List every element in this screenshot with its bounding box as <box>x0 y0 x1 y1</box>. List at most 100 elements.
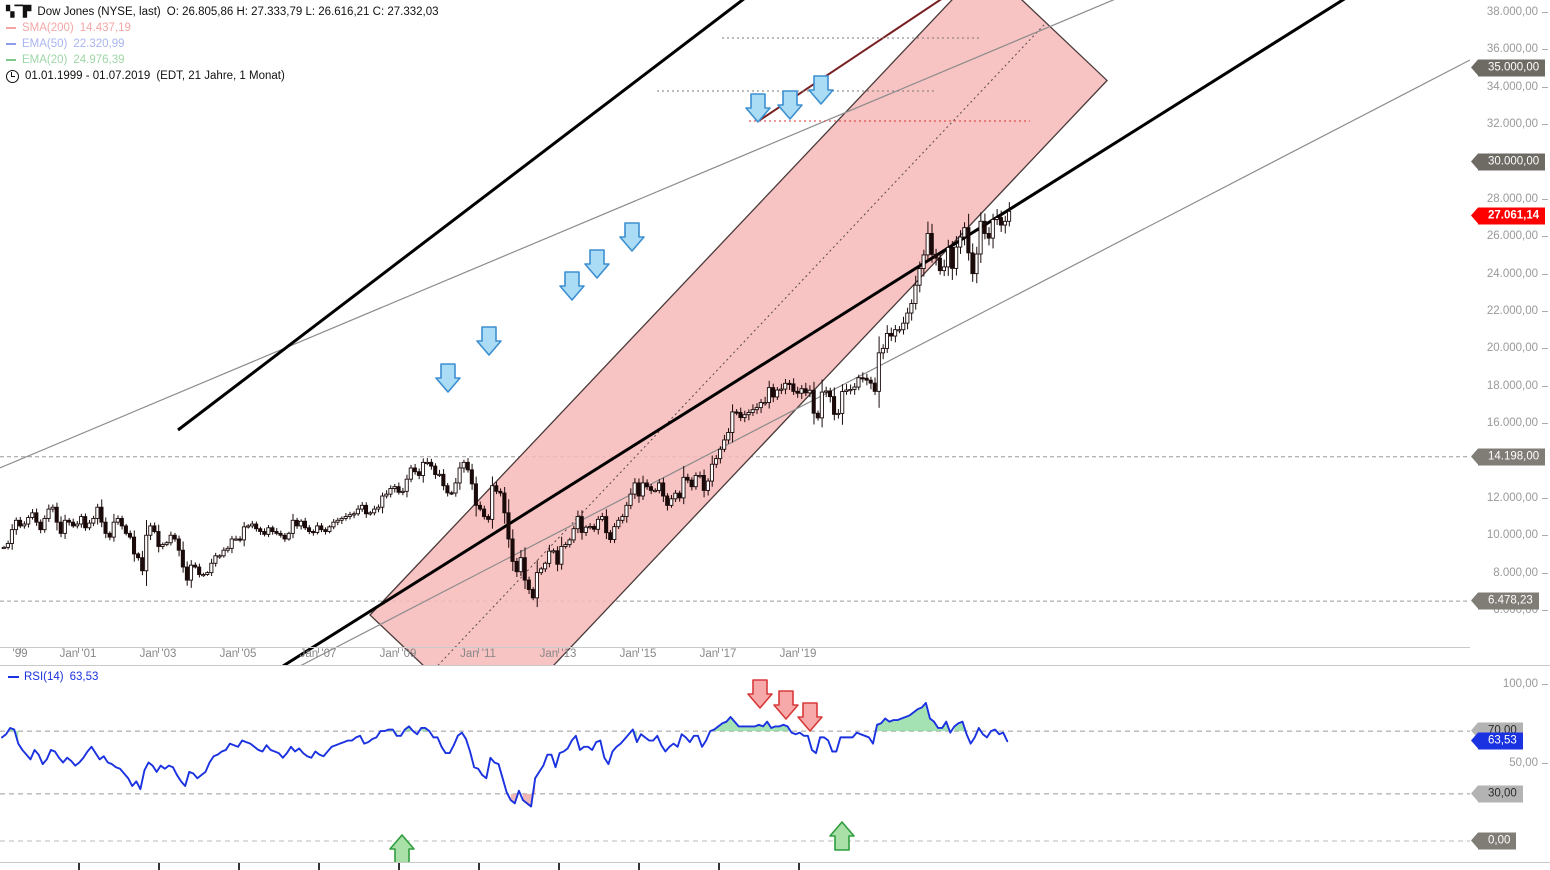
price-scale-axis[interactable]: 38.000,00 36.000,00 34.000,00 32.000,00 28.0… <box>1470 0 1550 666</box>
price-axis-tick <box>1542 273 1548 275</box>
price-axis-tick <box>1542 610 1548 611</box>
ohlc-values: O: 26.805,86 H: 27.333,79 L: 26.616,21 C… <box>166 6 439 18</box>
x-axis-tick <box>798 648 799 653</box>
rsi-chart-canvas <box>0 679 1470 863</box>
instrument-title: Dow Jones (NYSE, last) <box>37 6 161 18</box>
price-axis-label: 20.000,00 <box>1486 342 1538 355</box>
x-axis-tick <box>20 648 21 653</box>
x-axis-label: Jan '19 <box>779 648 817 660</box>
price-tag[interactable]: 14.198,00 <box>1470 448 1546 466</box>
sma200-label: SMA(200) <box>22 22 74 34</box>
bottom-axis-tick <box>238 863 240 870</box>
ema20-label: EMA(20) <box>22 54 68 66</box>
clock-icon <box>6 69 19 83</box>
legend-ema50[interactable]: EMA(50) 22.320,99 <box>6 36 445 52</box>
bottom-axis-tick <box>718 863 720 870</box>
price-axis-tick <box>1542 198 1548 200</box>
rsi-axis-label: 50,00 <box>1509 756 1538 769</box>
price-axis-tick <box>1542 535 1548 537</box>
price-axis-tick <box>1542 423 1548 425</box>
x-axis-label: Jan '01 <box>59 648 97 660</box>
price-axis-tick <box>1542 348 1548 350</box>
rsi-axis-tick <box>1542 684 1548 685</box>
bottom-axis-tick <box>398 863 400 870</box>
bottom-axis-tick <box>478 863 480 870</box>
price-axis-label: 34.000,00 <box>1486 80 1538 93</box>
session-info-text: (EDT, 21 Jahre, 1 Monat) <box>156 70 285 82</box>
candlestick-icon: ▚▔▛ <box>6 6 32 18</box>
price-tag[interactable]: 35.000,00 <box>1470 59 1546 77</box>
x-axis-label: '99 <box>12 648 28 660</box>
rsi-axis-tick <box>1542 762 1548 764</box>
bottom-axis-tick <box>78 863 80 870</box>
price-chart-pane[interactable] <box>0 0 1470 666</box>
ema50-color-swatch <box>6 43 16 45</box>
rsi-tag[interactable]: 63,53 <box>1471 732 1523 750</box>
bottom-axis-tick <box>318 863 320 870</box>
legend-main-row[interactable]: ▚▔▛ Dow Jones (NYSE, last) O: 26.805,86 … <box>6 4 445 20</box>
bottom-axis-tick <box>798 863 800 870</box>
x-axis-tick <box>558 648 559 653</box>
x-axis-label: Jan '13 <box>539 648 577 660</box>
rsi-axis-label: 100,00 <box>1502 678 1538 690</box>
sma200-value: 14.437,19 <box>79 22 131 34</box>
pane-separator <box>0 665 1550 666</box>
rsi-tag[interactable]: 0,00 <box>1470 832 1517 850</box>
price-axis-tick <box>1542 86 1548 88</box>
rsi-scale-axis[interactable]: 100,00 50,00 70,00 63,53 30,00 0,00 <box>1470 667 1550 863</box>
price-axis-tick <box>1542 124 1548 126</box>
rsi-tag[interactable]: 30,00 <box>1471 785 1523 803</box>
rsi-label: RSI(14) <box>24 671 64 683</box>
bottom-axis-line <box>0 862 1550 863</box>
price-axis-label: 16.000,00 <box>1486 417 1538 430</box>
x-axis-tick <box>478 648 479 653</box>
x-axis-tick <box>398 648 399 653</box>
price-axis-label: 36.000,00 <box>1486 43 1538 56</box>
legend-sma200[interactable]: SMA(200) 14.437,19 <box>6 20 445 36</box>
sma200-color-swatch <box>6 27 16 29</box>
rsi-color-swatch <box>8 675 19 679</box>
legend-ema20[interactable]: EMA(20) 24.976,39 <box>6 52 445 68</box>
price-axis-tick <box>1542 497 1548 499</box>
price-tag[interactable]: 6.478,23 <box>1471 592 1539 610</box>
rsi-legend[interactable]: RSI(14) 63,53 <box>8 671 98 683</box>
ema50-label: EMA(50) <box>22 38 68 50</box>
x-axis-label: Jan '17 <box>699 648 737 660</box>
x-axis-label: Jan '03 <box>139 648 177 660</box>
bottom-axis-tick <box>558 863 560 870</box>
price-tag[interactable]: 27.061,14 <box>1470 207 1546 225</box>
price-axis-label: 24.000,00 <box>1486 267 1538 280</box>
bottom-axis-tick <box>638 863 640 870</box>
legend-date-range[interactable]: 01.01.1999 - 01.07.2019 (EDT, 21 Jahre, … <box>6 68 445 84</box>
price-axis-tick <box>1542 236 1548 238</box>
ema50-value: 22.320,99 <box>73 38 125 50</box>
date-range-text: 01.01.1999 - 01.07.2019 <box>25 70 151 82</box>
price-tag[interactable]: 30.000,00 <box>1470 153 1546 170</box>
x-axis-tick <box>238 648 239 653</box>
x-axis-tick <box>318 648 319 653</box>
price-axis-tick <box>1542 311 1548 312</box>
x-axis-label: Jan '09 <box>379 648 417 660</box>
price-axis-label: 32.000,00 <box>1486 118 1538 131</box>
price-axis-label: 12.000,00 <box>1486 491 1538 504</box>
price-axis-label: 8.000,00 <box>1493 566 1538 579</box>
price-axis-label: 38.000,00 <box>1486 6 1538 18</box>
price-axis-label: 26.000,00 <box>1486 230 1538 243</box>
x-axis-tick <box>718 648 719 653</box>
x-axis-tick <box>78 648 79 653</box>
price-axis-label: 18.000,00 <box>1486 379 1538 392</box>
x-axis-tick <box>158 648 159 653</box>
x-axis-label: Jan '05 <box>219 648 257 660</box>
x-axis-label: Jan '07 <box>299 648 337 660</box>
price-axis-tick <box>1542 385 1548 387</box>
price-axis-label: 10.000,00 <box>1486 529 1538 542</box>
x-axis-tick <box>638 648 639 653</box>
price-chart-canvas <box>0 0 1470 666</box>
price-axis-baseline <box>0 647 1470 648</box>
chart-legend: ▚▔▛ Dow Jones (NYSE, last) O: 26.805,86 … <box>6 4 445 84</box>
x-axis-label: Jan '11 <box>460 648 496 660</box>
price-axis-label: 22.000,00 <box>1486 305 1538 317</box>
rsi-chart-pane[interactable] <box>0 667 1470 863</box>
ema20-color-swatch <box>6 59 16 61</box>
